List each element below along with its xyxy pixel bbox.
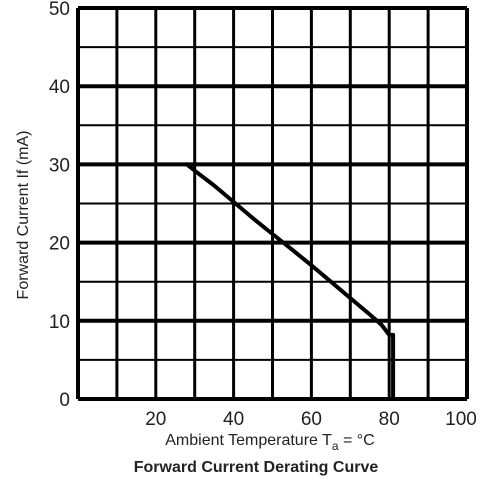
y-tick-label: 10 bbox=[49, 312, 70, 333]
x-tick-label: 100 bbox=[445, 409, 477, 430]
x-tick-label: 40 bbox=[223, 409, 244, 430]
x-axis-label-main: Ambient Temperature T bbox=[165, 432, 332, 449]
x-axis-label-subscript: a bbox=[332, 439, 339, 453]
y-tick-label: 40 bbox=[49, 77, 70, 98]
y-tick-label: 30 bbox=[49, 155, 70, 176]
y-tick-label: 0 bbox=[59, 390, 70, 411]
x-tick-label: 80 bbox=[379, 409, 400, 430]
y-tick-labels: 0 10 20 30 40 50 bbox=[49, 0, 70, 411]
derating-curve-line bbox=[184, 162, 396, 401]
x-tick-label: 20 bbox=[145, 409, 166, 430]
y-tick-label: 20 bbox=[49, 234, 70, 255]
chart-title: Forward Current Derating Curve bbox=[134, 459, 379, 476]
y-tick-label: 50 bbox=[49, 0, 70, 20]
grid bbox=[76, 6, 469, 401]
x-axis-label-suffix: = °C bbox=[339, 432, 375, 449]
y-axis-label: Forward Current If (mA) bbox=[15, 131, 32, 300]
x-tick-label: 60 bbox=[301, 409, 322, 430]
x-axis-label: Ambient Temperature Ta = °C bbox=[165, 432, 374, 453]
x-tick-labels: 20 40 60 80 100 bbox=[145, 409, 477, 430]
